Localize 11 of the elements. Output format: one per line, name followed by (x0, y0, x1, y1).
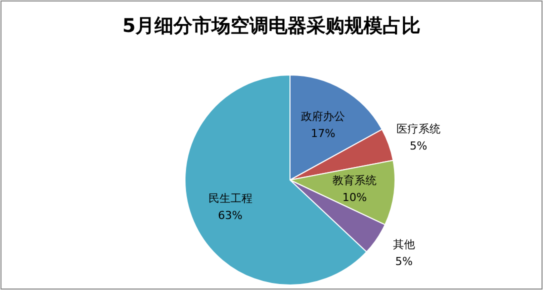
slice-label: 其他 (392, 238, 415, 252)
data-label: 5% (410, 140, 428, 153)
slice-label: 教育系统 (332, 174, 377, 188)
chart-title: 5月细分市场空调电器采购规模占比 (122, 15, 421, 37)
data-label: 63% (218, 208, 242, 222)
slice-label: 医疗系统 (396, 122, 441, 136)
slice-label: 民生工程 (208, 192, 252, 205)
slice-label: 政府办公 (301, 110, 346, 123)
data-label: 5% (395, 255, 413, 268)
data-label: 17% (310, 126, 336, 140)
data-label: 10% (342, 191, 367, 204)
